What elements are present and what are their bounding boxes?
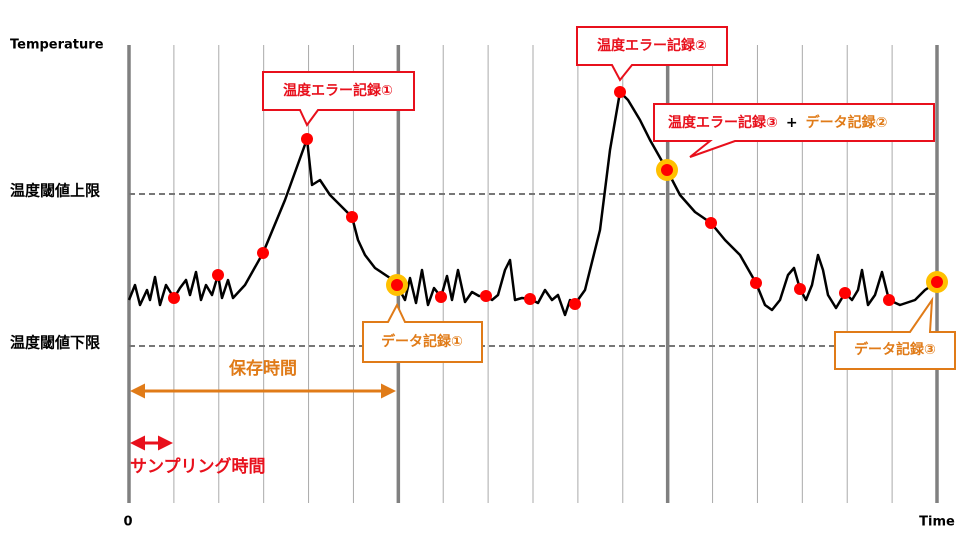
sample-point: [480, 290, 492, 302]
plus: +: [786, 115, 798, 131]
sampling-time-label: サンプリング時間: [130, 456, 266, 477]
y-axis-label: Temperature: [10, 38, 104, 53]
sample-point: [883, 294, 895, 306]
sample-point: [524, 293, 536, 305]
callout-text: データ記録③: [854, 341, 936, 358]
callout-text: データ記録①: [381, 333, 463, 350]
sample-point: [750, 277, 762, 289]
callout-text: 温度エラー記録③: [668, 114, 778, 131]
sample-point: [614, 86, 626, 98]
sample-point: [257, 247, 269, 259]
callout-box: [653, 103, 935, 158]
sample-point: [661, 164, 673, 176]
callout-text: 温度エラー記録①: [283, 82, 393, 99]
sample-point: [931, 276, 943, 288]
sample-point: [794, 283, 806, 295]
sample-point: [391, 279, 403, 291]
callout-box: [262, 71, 415, 127]
sample-point: [346, 211, 358, 223]
callout-text: 温度エラー記録②: [597, 37, 707, 54]
sample-point: [705, 217, 717, 229]
callout-text: データ記録②: [806, 114, 888, 131]
temperature-curve: [127, 90, 938, 317]
sample-point: [435, 291, 447, 303]
callout-box: [834, 296, 956, 370]
storage-time-label: 保存時間: [228, 358, 297, 379]
callout-box: [576, 26, 728, 82]
sample-point: [301, 133, 313, 145]
sample-point: [839, 287, 851, 299]
sample-point: [168, 292, 180, 304]
sample-point: [569, 298, 581, 310]
callout-box: [362, 302, 483, 363]
upper-threshold-label: 温度閾値上限: [10, 182, 100, 200]
sample-point: [212, 269, 224, 281]
x-axis-label: Time: [919, 515, 955, 530]
lower-threshold-label: 温度閾値下限: [10, 334, 100, 352]
grid: [127, 45, 939, 503]
x-origin-label: 0: [123, 515, 132, 530]
callout-text: 温度エラー記録③ + データ記録②: [668, 114, 887, 131]
sample-points: [168, 86, 948, 310]
